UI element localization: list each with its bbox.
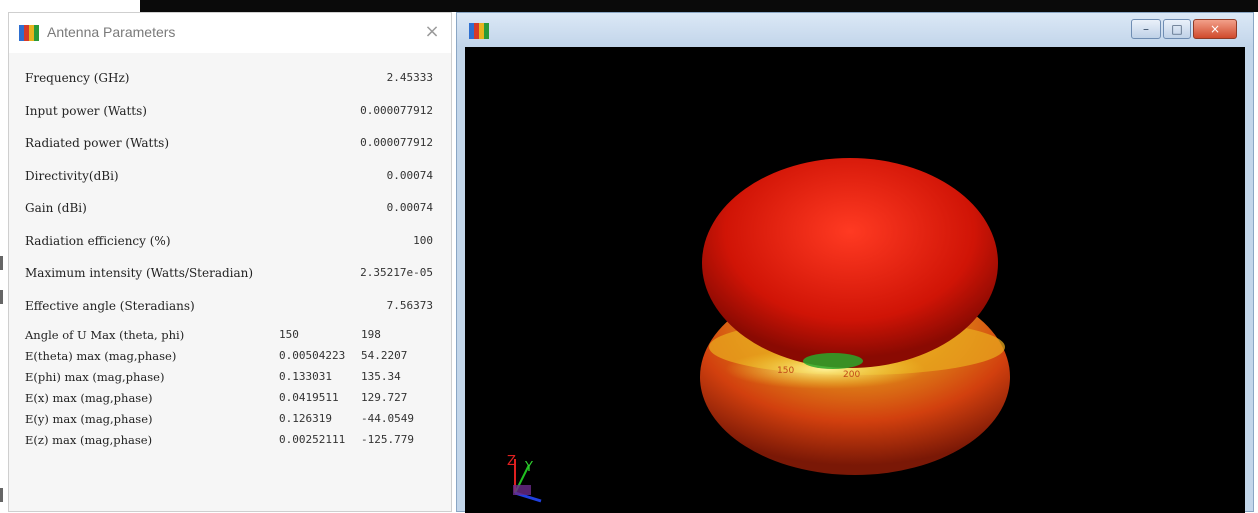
param-row: Input power (Watts) 0.000077912 xyxy=(9,96,451,126)
maxima-magnitude: 0.126319 xyxy=(279,412,332,425)
param-value: 0.00074 xyxy=(386,168,433,182)
maximize-icon: □ xyxy=(1171,22,1183,36)
maxima-phase: 54.2207 xyxy=(361,349,408,362)
param-label: Input power (Watts) xyxy=(25,103,147,118)
pattern-viewer-window: – □ × xyxy=(456,12,1254,513)
param-row: Maximum intensity (Watts/Steradian) 2.352… xyxy=(9,258,451,288)
maxima-row: E(y) max (mag,phase) 0.126319 -44.0549 xyxy=(9,409,451,429)
pattern-label-left: 150 xyxy=(777,366,794,376)
close-icon[interactable]: × xyxy=(424,21,440,42)
param-row: Radiated power (Watts) 0.000077912 xyxy=(9,128,451,158)
background-dark-strip xyxy=(140,0,1258,12)
maxima-magnitude: 0.00504223 xyxy=(279,349,346,362)
close-icon: × xyxy=(1209,22,1221,36)
maxima-magnitude: 0.00252111 xyxy=(279,433,346,446)
viewer-titlebar[interactable]: – □ × xyxy=(457,13,1253,47)
axis-y-label: Y xyxy=(524,460,533,475)
param-label: Effective angle (Steradians) xyxy=(25,298,195,313)
param-body: Frequency (GHz) 2.45333 Input power (Watts… xyxy=(9,53,451,511)
param-row: Directivity(dBi) 0.00074 xyxy=(9,161,451,191)
edge-tick xyxy=(0,256,3,270)
param-value: 0.00074 xyxy=(386,201,433,214)
maxima-phase: 198 xyxy=(361,328,381,341)
3d-viewport[interactable]: 150 200 Z Y xyxy=(465,47,1245,513)
background-strip xyxy=(0,0,1258,12)
maxima-phase: 129.727 xyxy=(361,391,408,404)
radiation-pattern-canvas[interactable]: 150 200 Z Y xyxy=(465,47,1245,513)
param-value: 7.56373 xyxy=(386,298,433,312)
maximize-button[interactable]: □ xyxy=(1163,19,1191,39)
param-value: 100 xyxy=(413,233,433,247)
close-button[interactable]: × xyxy=(1193,19,1237,39)
param-value: 0.000077912 xyxy=(360,136,433,149)
maxima-row: Angle of U Max (theta, phi) 150 198 xyxy=(9,325,451,345)
maxima-row: E(theta) max (mag,phase) 0.00504223 54.220… xyxy=(9,346,451,366)
maxima-label: Angle of U Max (theta, phi) xyxy=(25,328,185,342)
axis-z-label: Z xyxy=(507,454,516,469)
edge-tick xyxy=(0,488,3,502)
antenna-parameters-window: Antenna Parameters × Frequency (GHz) 2.45… xyxy=(8,12,452,512)
param-label: Radiated power (Watts) xyxy=(25,136,169,150)
param-label: Radiation efficiency (%) xyxy=(25,233,171,248)
maxima-magnitude: 0.133031 xyxy=(279,370,332,383)
maxima-phase: -44.0549 xyxy=(361,412,414,425)
param-row: Frequency (GHz) 2.45333 xyxy=(9,63,451,93)
minimize-button[interactable]: – xyxy=(1131,19,1161,39)
maxima-row: E(phi) max (mag,phase) 0.133031 135.34 xyxy=(9,367,451,387)
param-label: Frequency (GHz) xyxy=(25,71,130,85)
param-row: Radiation efficiency (%) 100 xyxy=(9,226,451,256)
maxima-label: E(y) max (mag,phase) xyxy=(25,412,153,426)
axis-triad: Z Y xyxy=(507,454,542,503)
param-row: Effective angle (Steradians) 7.56373 xyxy=(9,291,451,321)
param-label: Maximum intensity (Watts/Steradian) xyxy=(25,266,254,280)
pattern-label-right: 200 xyxy=(843,370,860,380)
minimize-icon: – xyxy=(1143,22,1149,36)
maxima-row: E(z) max (mag,phase) 0.00252111 -125.779 xyxy=(9,430,451,450)
param-row: Gain (dBi) 0.00074 xyxy=(9,193,451,223)
param-value: 0.000077912 xyxy=(360,103,433,117)
maxima-label: E(phi) max (mag,phase) xyxy=(25,370,165,384)
param-value: 2.45333 xyxy=(386,71,433,84)
param-titlebar[interactable]: Antenna Parameters × xyxy=(9,13,451,53)
app-icon xyxy=(19,23,41,43)
upper-lobe xyxy=(702,158,998,368)
window-title: Antenna Parameters xyxy=(47,24,176,40)
maxima-magnitude: 0.0419511 xyxy=(279,391,339,404)
maxima-magnitude: 150 xyxy=(279,328,299,341)
null-region xyxy=(803,353,863,369)
maxima-phase: 135.34 xyxy=(361,370,401,383)
maxima-label: E(x) max (mag,phase) xyxy=(25,391,153,405)
param-label: Directivity(dBi) xyxy=(25,168,119,183)
param-value: 2.35217e-05 xyxy=(360,266,433,279)
maxima-row: E(x) max (mag,phase) 0.0419511 129.727 xyxy=(9,388,451,408)
param-label: Gain (dBi) xyxy=(25,201,87,215)
maxima-label: E(z) max (mag,phase) xyxy=(25,433,153,447)
maxima-label: E(theta) max (mag,phase) xyxy=(25,349,177,363)
app-icon xyxy=(469,21,491,41)
edge-tick xyxy=(0,290,3,304)
maxima-phase: -125.779 xyxy=(361,433,414,446)
